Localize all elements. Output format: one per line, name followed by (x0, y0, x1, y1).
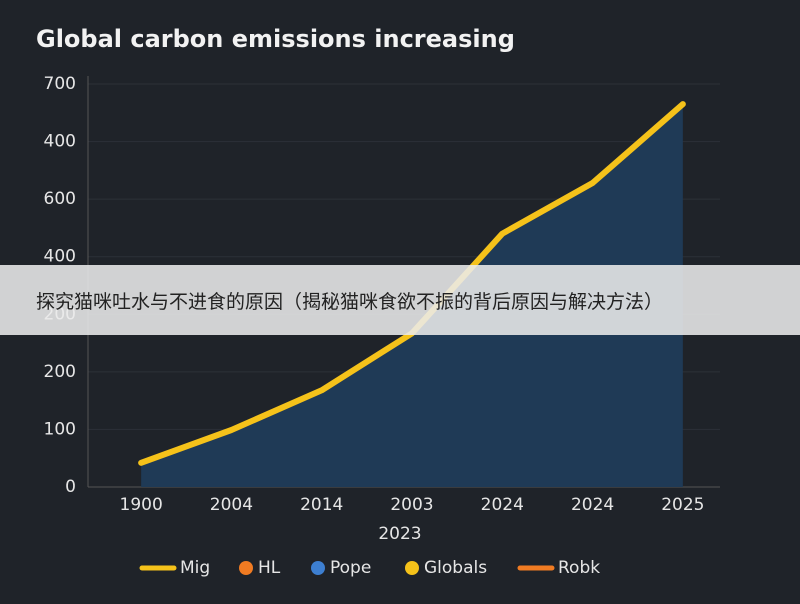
x-tick-label: 1900 (120, 495, 163, 515)
y-tick-label: 200 (44, 362, 76, 382)
x-tick-label: 2025 (661, 495, 704, 515)
banner: 探究猫咪吐水与不进食的原因（揭秘猫咪食欲不振的背后原因与解决方法） (0, 265, 800, 335)
x-axis-label: 2023 (378, 524, 421, 544)
legend-label: Globals (424, 558, 487, 578)
legend-label: Pope (330, 558, 371, 578)
y-tick-label: 400 (44, 247, 76, 267)
legend-swatch (311, 561, 325, 575)
x-tick-label: 2024 (571, 495, 614, 515)
x-tick-label: 2004 (210, 495, 253, 515)
y-tick-label: 400 (44, 132, 76, 152)
y-tick-label: 0 (65, 477, 76, 497)
legend-label: Mig (180, 558, 210, 578)
x-tick-label: 2024 (481, 495, 524, 515)
chart-title: Global carbon emissions increasing (36, 25, 515, 53)
x-tick-label: 2003 (390, 495, 433, 515)
legend-label: HL (258, 558, 281, 578)
legend-swatch (405, 561, 419, 575)
area (141, 104, 683, 488)
legend-label: Robk (558, 558, 600, 578)
y-tick-label: 100 (44, 419, 76, 439)
y-tick-label: 700 (44, 74, 76, 94)
legend-swatch (239, 561, 253, 575)
y-tick-label: 600 (44, 189, 76, 209)
x-tick-label: 2014 (300, 495, 343, 515)
